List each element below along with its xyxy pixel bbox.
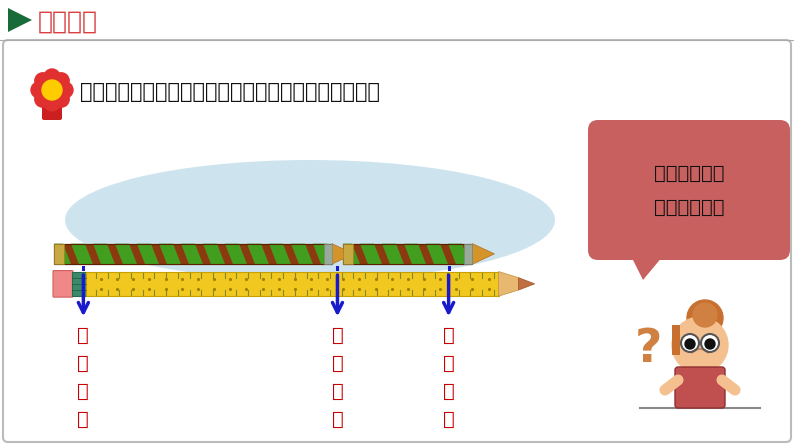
FancyBboxPatch shape bbox=[53, 270, 73, 297]
Circle shape bbox=[701, 334, 719, 352]
Circle shape bbox=[681, 334, 699, 352]
Bar bbox=[324, 244, 332, 264]
Ellipse shape bbox=[65, 160, 555, 280]
Polygon shape bbox=[343, 244, 360, 264]
Polygon shape bbox=[159, 244, 181, 264]
Polygon shape bbox=[247, 244, 269, 264]
Text: 估计一下，一支铅笔的长度大约等于几根蜡笔的长度。: 估计一下，一支铅笔的长度大约等于几根蜡笔的长度。 bbox=[80, 82, 380, 102]
Circle shape bbox=[687, 300, 723, 336]
Circle shape bbox=[693, 303, 717, 327]
Bar bbox=[343, 244, 353, 264]
Bar bbox=[86, 272, 499, 296]
Text: 标
上
记
号: 标 上 记 号 bbox=[443, 326, 454, 429]
Polygon shape bbox=[8, 8, 32, 32]
Bar bbox=[54, 244, 332, 264]
Circle shape bbox=[44, 95, 60, 111]
Polygon shape bbox=[203, 244, 225, 264]
Bar bbox=[343, 244, 472, 264]
Circle shape bbox=[672, 317, 728, 373]
FancyBboxPatch shape bbox=[588, 120, 790, 260]
Polygon shape bbox=[332, 244, 354, 264]
Polygon shape bbox=[269, 244, 291, 264]
Polygon shape bbox=[472, 244, 495, 264]
Polygon shape bbox=[470, 244, 472, 264]
Circle shape bbox=[35, 91, 51, 107]
Circle shape bbox=[685, 339, 695, 349]
Text: 标
上
记
号: 标 上 记 号 bbox=[332, 326, 343, 429]
FancyBboxPatch shape bbox=[675, 367, 725, 408]
Text: ?: ? bbox=[634, 328, 661, 372]
Polygon shape bbox=[93, 244, 115, 264]
Bar bbox=[72, 272, 86, 296]
Polygon shape bbox=[448, 244, 470, 264]
Polygon shape bbox=[426, 244, 448, 264]
Polygon shape bbox=[71, 244, 93, 264]
Polygon shape bbox=[360, 244, 382, 264]
Polygon shape bbox=[137, 244, 159, 264]
Text: 左
端
对
齐: 左 端 对 齐 bbox=[78, 326, 89, 429]
Polygon shape bbox=[404, 244, 426, 264]
Circle shape bbox=[53, 73, 69, 89]
FancyBboxPatch shape bbox=[42, 98, 62, 120]
Bar bbox=[54, 244, 332, 264]
Bar bbox=[672, 325, 680, 355]
Polygon shape bbox=[382, 244, 404, 264]
Polygon shape bbox=[291, 244, 313, 264]
Polygon shape bbox=[499, 272, 518, 296]
Polygon shape bbox=[628, 250, 668, 280]
Circle shape bbox=[44, 69, 60, 85]
Bar bbox=[464, 244, 472, 264]
Text: 新知探究: 新知探究 bbox=[38, 10, 98, 34]
Polygon shape bbox=[313, 244, 332, 264]
FancyBboxPatch shape bbox=[3, 40, 791, 442]
Text: 交流展示你是
怎样估测的。: 交流展示你是 怎样估测的。 bbox=[653, 164, 724, 216]
Circle shape bbox=[35, 73, 51, 89]
Circle shape bbox=[705, 339, 715, 349]
Polygon shape bbox=[518, 278, 534, 290]
Polygon shape bbox=[181, 244, 203, 264]
Bar bbox=[343, 244, 472, 264]
Polygon shape bbox=[115, 244, 137, 264]
Circle shape bbox=[31, 82, 47, 98]
Polygon shape bbox=[54, 244, 71, 264]
Bar bbox=[54, 244, 64, 264]
Circle shape bbox=[53, 91, 69, 107]
Circle shape bbox=[57, 82, 73, 98]
Circle shape bbox=[42, 80, 62, 100]
Polygon shape bbox=[225, 244, 247, 264]
